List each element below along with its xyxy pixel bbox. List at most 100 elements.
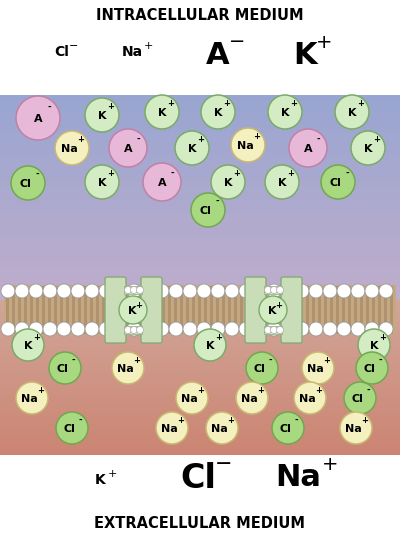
Text: EXTRACELLULAR MEDIUM: EXTRACELLULAR MEDIUM: [94, 517, 306, 532]
Bar: [342, 286, 344, 334]
Text: Cl: Cl: [352, 394, 364, 404]
Circle shape: [321, 165, 355, 199]
Circle shape: [43, 284, 57, 298]
Circle shape: [124, 287, 132, 294]
Text: K: K: [278, 178, 286, 188]
Circle shape: [130, 326, 138, 333]
Text: -: -: [366, 386, 370, 395]
Bar: [126, 286, 128, 334]
Circle shape: [113, 284, 127, 298]
Text: -: -: [72, 356, 75, 365]
Bar: [264, 326, 282, 334]
Text: Cl: Cl: [20, 179, 31, 189]
Circle shape: [253, 284, 267, 298]
Bar: [48, 286, 50, 334]
Text: +: +: [215, 333, 222, 342]
Circle shape: [176, 382, 208, 414]
Bar: [264, 286, 266, 334]
Text: K: K: [98, 178, 106, 188]
Circle shape: [57, 284, 71, 298]
Text: +: +: [133, 356, 140, 365]
Text: -: -: [316, 134, 320, 144]
Bar: [198, 286, 200, 334]
Circle shape: [295, 322, 309, 336]
Text: -: -: [294, 416, 298, 425]
Bar: [204, 286, 206, 334]
Bar: [18, 286, 20, 334]
Circle shape: [267, 284, 281, 298]
Text: Cl: Cl: [280, 424, 292, 434]
Bar: [306, 286, 308, 334]
Text: -: -: [378, 356, 382, 365]
Circle shape: [201, 95, 235, 129]
Bar: [102, 286, 104, 334]
FancyBboxPatch shape: [281, 277, 302, 343]
Circle shape: [351, 131, 385, 165]
Text: Cl: Cl: [64, 424, 76, 434]
Text: K: K: [214, 108, 222, 118]
Circle shape: [236, 382, 268, 414]
Text: −: −: [69, 41, 79, 51]
Text: +: +: [233, 169, 240, 178]
Bar: [288, 286, 290, 334]
Circle shape: [12, 329, 44, 361]
Bar: [78, 286, 80, 334]
Text: Na: Na: [275, 463, 321, 493]
Bar: [124, 286, 142, 294]
Circle shape: [15, 284, 29, 298]
Circle shape: [225, 284, 239, 298]
Bar: [384, 286, 386, 334]
Text: +: +: [227, 416, 234, 425]
Bar: [294, 286, 296, 334]
Bar: [360, 286, 362, 334]
Bar: [156, 286, 158, 334]
Circle shape: [1, 322, 15, 336]
Text: K: K: [206, 341, 214, 351]
Bar: [264, 286, 282, 294]
FancyBboxPatch shape: [141, 277, 162, 343]
Circle shape: [156, 412, 188, 444]
Circle shape: [197, 284, 211, 298]
Circle shape: [365, 322, 379, 336]
Circle shape: [85, 284, 99, 298]
Circle shape: [323, 284, 337, 298]
Circle shape: [169, 284, 183, 298]
Circle shape: [289, 129, 327, 167]
Bar: [120, 286, 122, 334]
Bar: [276, 286, 278, 334]
Circle shape: [113, 322, 127, 336]
Text: +: +: [177, 416, 184, 425]
Circle shape: [11, 166, 45, 200]
Circle shape: [71, 322, 85, 336]
Circle shape: [281, 322, 295, 336]
Text: A: A: [206, 42, 230, 70]
Text: +: +: [373, 136, 380, 144]
Text: -: -: [35, 170, 39, 179]
Text: Na: Na: [117, 364, 134, 374]
Circle shape: [246, 352, 278, 384]
Circle shape: [127, 284, 141, 298]
Text: K: K: [281, 108, 289, 118]
Circle shape: [55, 131, 89, 165]
Text: -: -: [48, 103, 51, 112]
Text: K: K: [24, 341, 32, 351]
Circle shape: [85, 98, 119, 132]
Text: +: +: [197, 136, 204, 144]
Text: +: +: [379, 333, 386, 342]
Circle shape: [71, 284, 85, 298]
Bar: [282, 286, 284, 334]
Circle shape: [85, 322, 99, 336]
Circle shape: [49, 352, 81, 384]
Bar: [132, 286, 134, 334]
Bar: [300, 286, 302, 334]
Text: Na: Na: [241, 394, 258, 404]
Circle shape: [265, 165, 299, 199]
Text: -: -: [170, 169, 174, 177]
Circle shape: [16, 96, 60, 140]
Text: +: +: [276, 300, 282, 309]
Bar: [240, 286, 242, 334]
Circle shape: [124, 326, 132, 333]
Circle shape: [211, 322, 225, 336]
Circle shape: [337, 284, 351, 298]
Circle shape: [175, 131, 209, 165]
